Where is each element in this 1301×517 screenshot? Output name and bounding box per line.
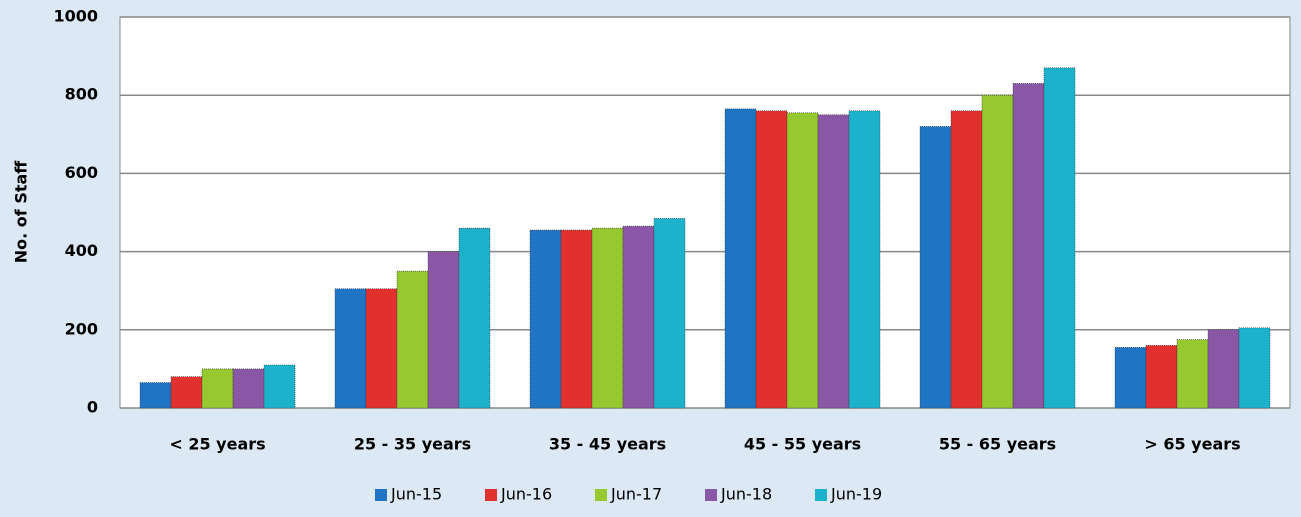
- bar: [396, 270, 429, 409]
- bar: [560, 229, 593, 409]
- bar: [1145, 345, 1178, 409]
- bar: [139, 382, 172, 409]
- legend-label: Jun-17: [610, 485, 662, 504]
- bar: [1043, 67, 1076, 409]
- bar: [170, 376, 203, 409]
- y-tick-label: 400: [65, 241, 98, 260]
- bar: [458, 227, 491, 409]
- bar: [755, 110, 788, 409]
- y-tick-label: 800: [65, 85, 98, 104]
- bar: [817, 114, 850, 409]
- bar: [591, 227, 624, 409]
- bar: [919, 126, 952, 409]
- y-tick-label: 200: [65, 319, 98, 338]
- legend-label: Jun-15: [390, 485, 442, 504]
- bar: [1238, 327, 1271, 409]
- bar: [334, 288, 367, 409]
- bar: [981, 94, 1014, 409]
- bar: [622, 225, 655, 409]
- x-tick-label: 25 - 35 years: [354, 435, 471, 454]
- y-tick-label: 600: [65, 163, 98, 182]
- bar: [263, 364, 296, 409]
- x-tick-label: > 65 years: [1144, 435, 1240, 454]
- legend-swatch: [705, 489, 717, 501]
- y-tick-label: 0: [87, 398, 98, 417]
- legend-swatch: [485, 489, 497, 501]
- bar: [653, 218, 686, 409]
- legend-swatch: [815, 489, 827, 501]
- legend-label: Jun-16: [500, 485, 552, 504]
- bar: [1012, 83, 1045, 409]
- bar: [1114, 347, 1147, 409]
- bar: [365, 288, 398, 409]
- legend-swatch: [595, 489, 607, 501]
- bar: [1176, 339, 1209, 409]
- bar: [201, 368, 234, 409]
- bar: [848, 110, 881, 409]
- bar: [786, 112, 819, 409]
- bar: [724, 108, 757, 409]
- legend-label: Jun-18: [720, 485, 772, 504]
- x-tick-label: 45 - 55 years: [744, 435, 861, 454]
- x-tick-label: 55 - 65 years: [939, 435, 1056, 454]
- y-tick-label: 1000: [53, 7, 98, 26]
- plot-area: [119, 16, 1291, 409]
- x-tick-label: 35 - 45 years: [549, 435, 666, 454]
- x-tick-label: < 25 years: [169, 435, 265, 454]
- legend-swatch: [375, 489, 387, 501]
- bar: [427, 251, 460, 409]
- bar: [950, 110, 983, 409]
- y-axis-label: No. of Staff: [12, 160, 31, 264]
- bar: [232, 368, 265, 409]
- legend-label: Jun-19: [830, 485, 882, 504]
- bar: [529, 229, 562, 409]
- bar: [1207, 329, 1240, 409]
